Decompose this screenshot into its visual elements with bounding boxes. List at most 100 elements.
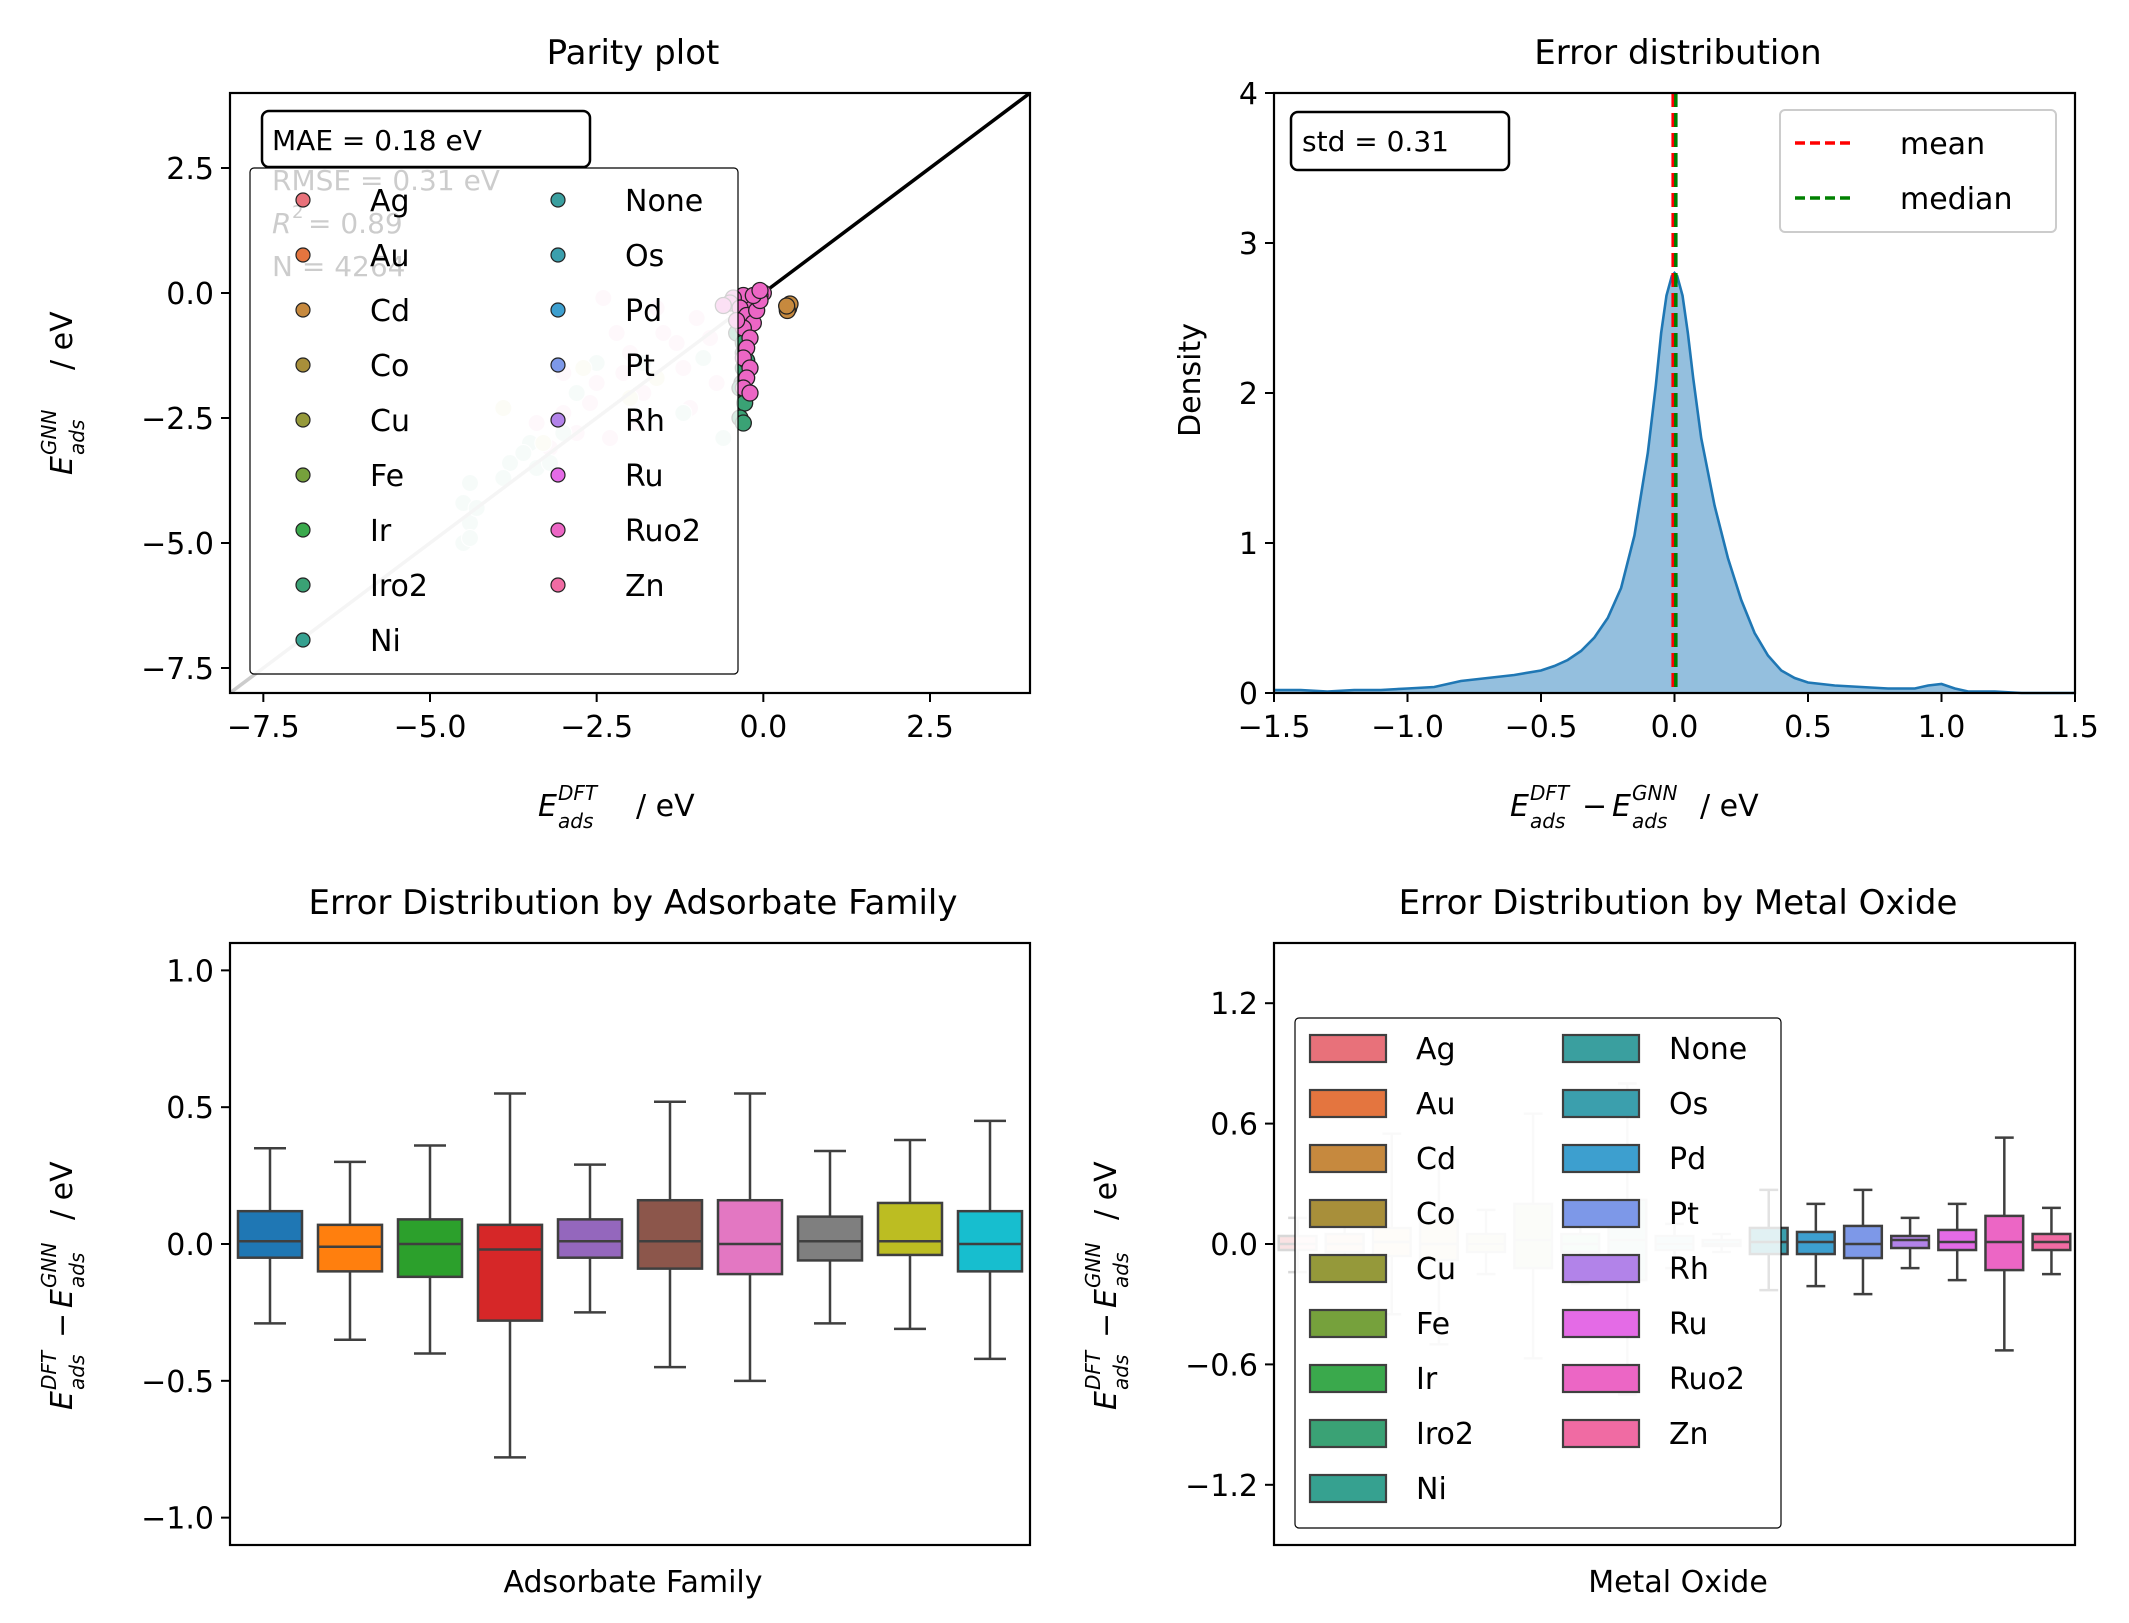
x-tick-label: 1.0 <box>1918 710 1966 745</box>
parity-ylabel-unit: / eV <box>45 311 80 370</box>
box-group <box>1842 1188 1884 1296</box>
y-tick-label: 1.2 <box>1210 987 1258 1022</box>
parity-title: Parity plot <box>547 33 720 73</box>
y-tick-label: −0.5 <box>141 1365 214 1400</box>
family-title: Error Distribution by Adsorbate Family <box>309 883 958 923</box>
legend-patch <box>1308 1473 1388 1504</box>
box <box>1889 1234 1931 1250</box>
family-ylabel-unit: / eV <box>45 1161 80 1220</box>
y-tick-label: 2.5 <box>166 152 214 187</box>
box-group <box>876 1138 944 1331</box>
error-xlabel-ads2: ads <box>1632 809 1667 833</box>
legend-label: Cu <box>1416 1252 1456 1287</box>
legend-label: None <box>625 184 703 219</box>
box-group <box>1889 1216 1931 1270</box>
scatter-point-ruo2 <box>751 281 769 300</box>
y-tick-label: 0.0 <box>166 277 214 312</box>
oxide-title: Error Distribution by Metal Oxide <box>1399 883 1958 923</box>
r2-symbol: R <box>272 207 291 240</box>
family-boxplot: 1.0 0.5 0.0 −0.5 −1.0 <box>141 941 1032 1547</box>
legend-label: Rh <box>1669 1252 1709 1287</box>
oxide-boxplot: 1.2 0.6 0.0 −0.6 −1.2 Ag Au Cd Co Cu Fe Ir Iro2 Ni Non… <box>1185 941 2077 1547</box>
legend-label: median <box>1900 182 2012 217</box>
parity-ylabel-sup: GNN <box>37 410 61 455</box>
legend-label: Ruo2 <box>625 514 701 549</box>
y-tick-label: 0.5 <box>166 1091 214 1126</box>
rmse-text: RMSE = 0.31 eV <box>272 164 500 197</box>
box <box>636 1198 704 1270</box>
legend-label: Cd <box>370 294 410 329</box>
y-tick-label: 0.0 <box>166 1228 214 1263</box>
x-tick-label: −1.0 <box>1371 710 1444 745</box>
y-tick-label: 4 <box>1239 77 1258 112</box>
legend-patch <box>1561 1253 1641 1284</box>
legend-marker <box>295 467 311 483</box>
box-group <box>316 1160 384 1342</box>
legend-label: Rh <box>625 404 665 439</box>
legend-patch <box>1561 1418 1641 1449</box>
family-ylabel-e1: E <box>45 1391 80 1410</box>
oxide-ylabel-e2: E <box>1089 1289 1124 1308</box>
oxide-ylabel-ads2: ads <box>1109 1253 1133 1288</box>
legend-patch <box>1561 1198 1641 1229</box>
oxide-xlabel: Metal Oxide <box>1588 1565 1768 1600</box>
box <box>556 1218 624 1259</box>
box <box>476 1223 544 1322</box>
legend-label: mean <box>1900 127 1985 162</box>
legend-label: Cu <box>370 404 410 439</box>
box <box>316 1223 384 1273</box>
x-tick-label: 0.0 <box>1651 710 1699 745</box>
box <box>1937 1228 1978 1252</box>
box-group <box>2031 1206 2072 1276</box>
std-box: std = 0.31 <box>1289 110 1511 172</box>
box <box>236 1209 304 1259</box>
legend-label: Zn <box>625 569 665 604</box>
legend-label: Pt <box>625 349 655 384</box>
parity-legend: Ag Au Cd Co Cu Fe Ir Iro2 Ni None Os Pd Pt Rh Ru Ruo2 Zn <box>249 167 739 675</box>
family-ylabel-gnn: GNN <box>37 1243 61 1288</box>
n-text: N = 4264 <box>272 250 405 283</box>
r2-text: = 0.89 <box>308 207 403 240</box>
legend-label: Zn <box>1669 1417 1709 1452</box>
y-tick-label: −1.0 <box>141 1502 214 1537</box>
oxide-ylabel: E DFT ads − E GNN ads / eV <box>1081 1161 1133 1410</box>
family-xlabel: Adsorbate Family <box>503 1565 762 1600</box>
legend-patch <box>1308 1088 1388 1119</box>
x-tick-label: 0.0 <box>739 710 787 745</box>
legend-label: Ag <box>370 184 410 219</box>
legend-label: Ru <box>1669 1307 1708 1342</box>
box-group <box>956 1119 1024 1361</box>
error-xlabel-gnn: GNN <box>1632 781 1677 805</box>
x-tick-label: −7.5 <box>227 710 300 745</box>
legend-label: Iro2 <box>1416 1417 1474 1452</box>
x-tick-label: −5.0 <box>394 710 467 745</box>
parity-ylabel: E GNN ads / eV <box>37 311 89 475</box>
error-xlabel-ads1: ads <box>1530 809 1565 833</box>
legend-patch <box>1308 1198 1388 1229</box>
legend-label: Fe <box>370 459 404 494</box>
parity-xlabel-sup: DFT <box>558 781 599 805</box>
legend-label: Ir <box>370 514 392 549</box>
x-tick-label: 1.5 <box>2051 710 2099 745</box>
legend-patch <box>1308 1363 1388 1394</box>
legend-marker <box>550 522 566 538</box>
scatter-point-cd <box>778 297 796 315</box>
x-tick-label: −1.5 <box>1238 710 1311 745</box>
legend-marker <box>550 577 566 593</box>
parity-ylabel-e: E <box>45 456 80 475</box>
legend-label: Ru <box>625 459 664 494</box>
legend-marker <box>295 192 311 208</box>
oxide-ylabel-e1: E <box>1089 1391 1124 1410</box>
y-tick-label: −5.0 <box>141 527 214 562</box>
family-ylabel-dft: DFT <box>37 1349 61 1390</box>
box <box>796 1215 864 1262</box>
box <box>396 1218 464 1279</box>
error-xlabel-unit: / eV <box>1700 789 1759 824</box>
error-distribution-plot: −1.5 −1.0 −0.5 0.0 0.5 1.0 1.5 0 1 2 3 4 mean median <box>1238 77 2099 745</box>
oxide-ylabel-dft: DFT <box>1081 1349 1105 1390</box>
legend-label: Fe <box>1416 1307 1450 1342</box>
parity-axes-frame <box>228 91 1032 695</box>
legend-label: Co <box>370 349 409 384</box>
box-group <box>396 1144 464 1355</box>
parity-ylabel-sub: ads <box>65 420 89 455</box>
